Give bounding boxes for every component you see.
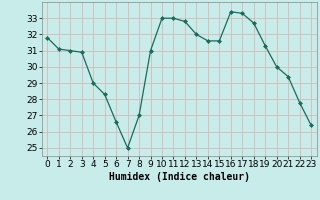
X-axis label: Humidex (Indice chaleur): Humidex (Indice chaleur)	[109, 172, 250, 182]
